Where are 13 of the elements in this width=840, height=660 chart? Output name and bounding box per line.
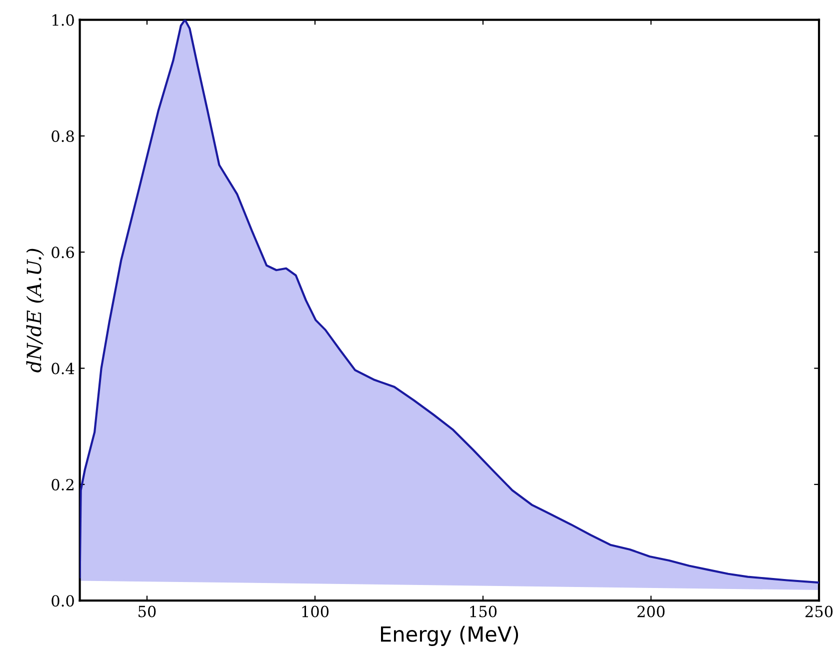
x-tick-label: 250: [805, 606, 833, 618]
y-tick-label: 0.0: [52, 595, 74, 607]
y-tick-label: 0.4: [52, 362, 74, 374]
x-tick-label: 100: [302, 606, 329, 618]
x-axis-title: Energy (MeV): [381, 626, 518, 646]
x-tick-label: 200: [637, 606, 665, 618]
y-tick-label: 1.0: [52, 14, 74, 26]
x-tick-label: 150: [470, 606, 497, 618]
y-tick-label: 0.2: [52, 478, 74, 490]
y-tick-label: 0.8: [52, 130, 74, 142]
x-tick-label: 50: [138, 606, 156, 618]
y-tick-label: 0.6: [52, 246, 74, 258]
y-axis-title: dN/dE (A.U.): [26, 248, 44, 372]
